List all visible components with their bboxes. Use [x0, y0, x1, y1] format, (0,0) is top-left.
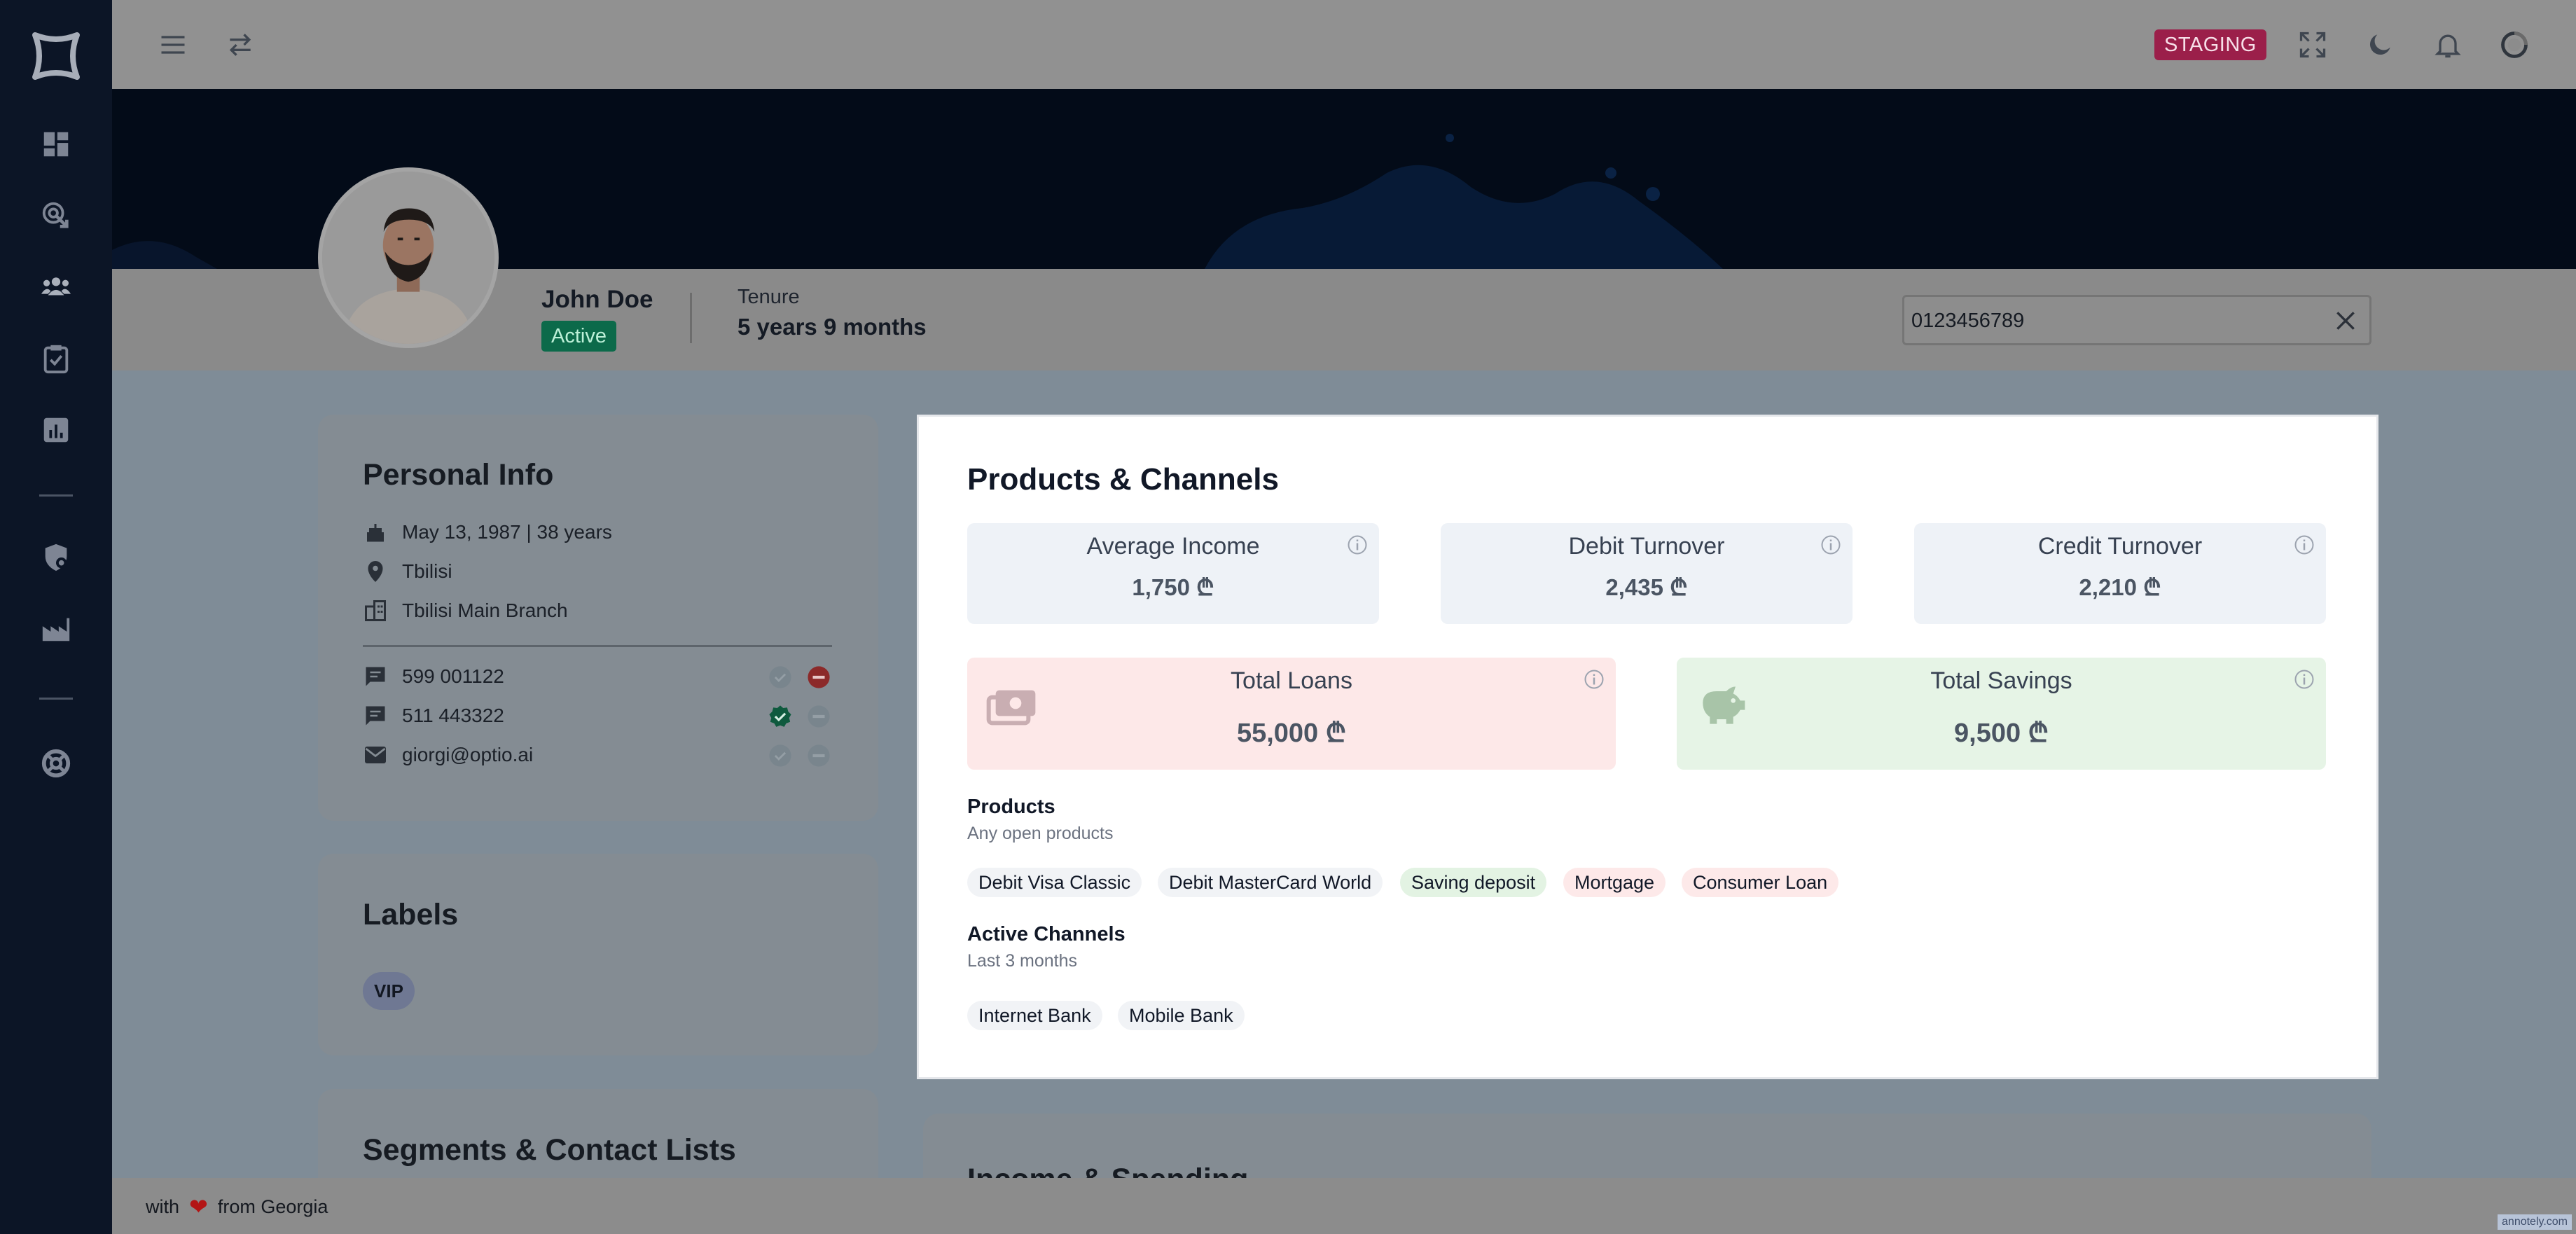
average-income-card: Average Income 1,750 ₾: [967, 523, 1379, 624]
task-checklist-icon[interactable]: [35, 338, 77, 380]
product-chip[interactable]: Debit MasterCard World: [1158, 868, 1383, 897]
contact-value: 511 443322: [402, 705, 504, 726]
products-subtitle: Any open products: [967, 824, 1114, 843]
total-savings-card: Total Savings 9,500 ₾: [1677, 658, 2326, 770]
branch-row: Tbilisi Main Branch: [363, 598, 568, 623]
stat-value: 2,435 ₾: [1605, 574, 1688, 600]
location-pin-icon: [368, 561, 383, 582]
sidebar: [0, 0, 112, 1234]
clear-icon[interactable]: [2332, 307, 2360, 335]
stat-value: 9,500 ₾: [1954, 719, 2049, 748]
channel-chip[interactable]: Internet Bank: [967, 1001, 1102, 1030]
app-logo-icon[interactable]: [28, 28, 84, 84]
branch-text: Tbilisi Main Branch: [402, 599, 568, 621]
credit-turnover-card: Credit Turnover 2,210 ₾: [1914, 523, 2326, 624]
heart-icon: ❤: [189, 1194, 208, 1219]
info-icon[interactable]: [2294, 669, 2315, 690]
blocked-icon[interactable]: [807, 665, 831, 689]
verified-icon[interactable]: [768, 705, 792, 728]
message-icon: [366, 706, 385, 726]
labels-card: [318, 854, 878, 1055]
city-text: Tbilisi: [402, 560, 452, 582]
cash-icon: [986, 690, 1036, 726]
product-chip[interactable]: Debit Visa Classic: [967, 868, 1142, 897]
building-icon: [365, 600, 386, 621]
profile-banner: [112, 89, 2576, 269]
footer-text: with ❤ from Georgia: [146, 1193, 328, 1220]
factory-icon[interactable]: [35, 608, 77, 650]
target-click-icon[interactable]: [35, 195, 77, 237]
mail-icon: [365, 747, 386, 763]
reports-icon[interactable]: [35, 409, 77, 451]
stat-label: Total Loans: [1231, 667, 1352, 694]
product-chip[interactable]: Saving deposit: [1400, 868, 1547, 897]
personal-info-title: Personal Info: [363, 458, 554, 492]
labels-title: Labels: [363, 898, 459, 931]
message-icon: [366, 667, 385, 686]
customer-search-input[interactable]: 0123456789: [1902, 295, 2371, 345]
products-title: Products: [967, 796, 1055, 818]
status-badge: Active: [541, 321, 616, 352]
stat-label: Debit Turnover: [1568, 533, 1725, 560]
footer-prefix: with: [146, 1195, 180, 1217]
notification-bell-icon[interactable]: [2427, 24, 2469, 66]
product-chip[interactable]: Mortgage: [1563, 868, 1666, 897]
modal-title: Products & Channels: [967, 462, 1279, 497]
swap-arrows-icon[interactable]: [219, 24, 261, 66]
customer-name: John Doe: [541, 286, 653, 313]
security-settings-icon[interactable]: [35, 536, 77, 578]
debit-turnover-card: Debit Turnover 2,435 ₾: [1441, 523, 1853, 624]
channel-chip[interactable]: Mobile Bank: [1118, 1001, 1245, 1030]
city-row: Tbilisi: [363, 559, 452, 584]
verify-icon[interactable]: [768, 744, 792, 768]
footer-suffix: from Georgia: [217, 1195, 328, 1217]
piggy-bank-icon: [1703, 686, 1745, 724]
verify-icon[interactable]: [768, 665, 792, 689]
block-icon[interactable]: [807, 705, 831, 728]
birth-text: May 13, 1987 | 38 years: [402, 521, 612, 543]
info-icon[interactable]: [2294, 534, 2315, 555]
menu-icon[interactable]: [152, 24, 194, 66]
segments-title: Segments & Contact Lists: [363, 1133, 736, 1167]
watermark: annotely.com: [2498, 1214, 2572, 1230]
tenure-value: 5 years 9 months: [738, 314, 927, 340]
environment-badge: STAGING: [2154, 29, 2266, 60]
dark-mode-icon[interactable]: [2359, 24, 2401, 66]
search-value: 0123456789: [1911, 310, 2025, 332]
cake-icon: [367, 524, 384, 542]
product-chip[interactable]: Consumer Loan: [1682, 868, 1839, 897]
avatar: [318, 167, 499, 348]
header-divider: [690, 293, 692, 343]
support-icon[interactable]: [35, 742, 77, 784]
label-chip[interactable]: VIP: [363, 972, 415, 1010]
info-icon[interactable]: [1820, 534, 1841, 555]
channels-title: Active Channels: [967, 923, 1126, 945]
dashboard-icon[interactable]: [35, 123, 77, 165]
contact-row: giorgi@optio.ai: [363, 742, 533, 768]
info-separator: [363, 645, 832, 647]
user-avatar-icon[interactable]: [2493, 24, 2535, 66]
fullscreen-icon[interactable]: [2292, 24, 2334, 66]
stat-value: 1,750 ₾: [1132, 574, 1214, 600]
total-loans-card: Total Loans 55,000 ₾: [967, 658, 1616, 770]
stat-label: Total Savings: [1930, 667, 2072, 694]
sidebar-divider: [39, 698, 73, 700]
footer: with ❤ from Georgia annotely.com: [112, 1178, 2576, 1234]
stat-value: 2,210 ₾: [2079, 574, 2161, 600]
stat-value: 55,000 ₾: [1236, 719, 1347, 748]
info-icon[interactable]: [1347, 534, 1368, 555]
contact-value: 599 001122: [402, 665, 504, 687]
customers-icon[interactable]: [35, 266, 77, 308]
contact-row: 511 443322: [363, 703, 504, 728]
contact-row: 599 001122: [363, 664, 504, 689]
birth-row: May 13, 1987 | 38 years: [363, 520, 612, 545]
stat-label: Average Income: [1086, 533, 1260, 560]
channels-subtitle: Last 3 months: [967, 951, 1078, 971]
tenure-label: Tenure: [738, 286, 800, 308]
contact-value: giorgi@optio.ai: [402, 744, 534, 765]
info-icon[interactable]: [1584, 669, 1605, 690]
block-icon[interactable]: [807, 744, 831, 768]
stat-label: Credit Turnover: [2037, 533, 2203, 560]
sidebar-divider: [39, 494, 73, 497]
